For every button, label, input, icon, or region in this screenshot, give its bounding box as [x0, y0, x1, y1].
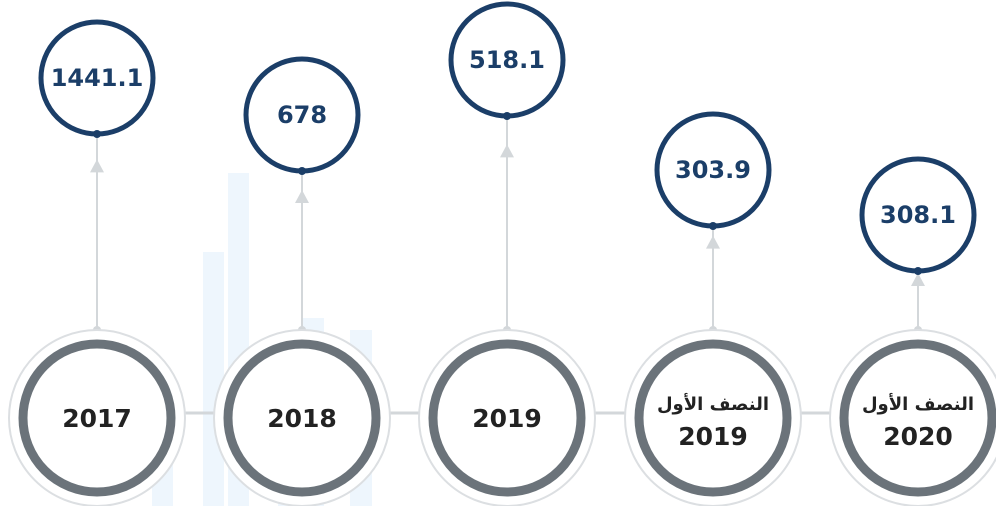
value: 678: [277, 101, 327, 129]
year-ring: [634, 339, 792, 497]
value: 1441.1: [51, 64, 144, 92]
year-label: 2019: [472, 404, 542, 433]
year-label: 2017: [62, 404, 132, 433]
value: 308.1: [880, 201, 956, 229]
year-label: 2019: [678, 422, 748, 451]
year-ring: [839, 339, 996, 497]
period-label: النصف الأول: [657, 393, 769, 415]
arrow: [706, 235, 720, 249]
period-label: النصف الأول: [862, 393, 974, 415]
arrow: [295, 190, 309, 204]
year-label: 2020: [883, 422, 953, 451]
year-ring: [428, 339, 586, 497]
year-ring: [18, 339, 176, 497]
arrow: [911, 273, 925, 287]
bubble-dot: [298, 167, 306, 175]
bubble-dot: [709, 222, 717, 230]
arrow: [90, 159, 104, 173]
value: 518.1: [469, 46, 545, 74]
arrow: [500, 144, 514, 158]
year-ring: [223, 339, 381, 497]
bubble-dot: [93, 130, 101, 138]
value: 303.9: [675, 156, 751, 184]
bubble-dot: [914, 267, 922, 275]
year-label: 2018: [267, 404, 337, 433]
bubble-dot: [503, 112, 511, 120]
